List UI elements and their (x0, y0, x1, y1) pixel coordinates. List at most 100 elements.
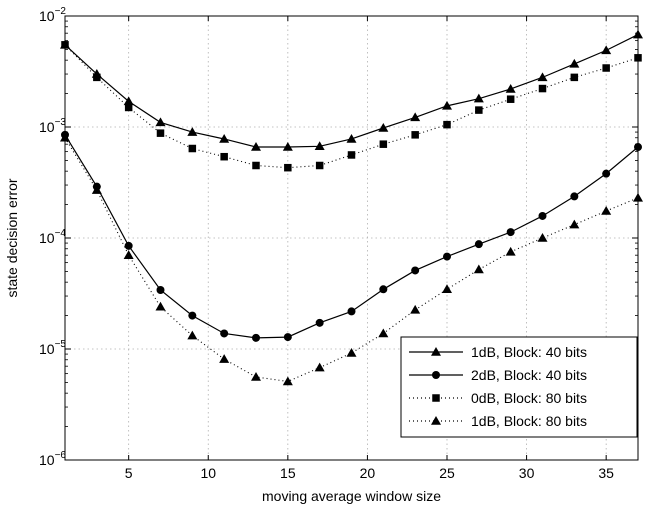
y-tick-exponent: −6 (55, 450, 67, 461)
data-point-triangle (505, 246, 516, 256)
data-point-square (156, 129, 165, 137)
data-point-circle (411, 266, 420, 275)
legend: 1dB, Block: 40 bits 2dB, Block: 40 bits 0d… (400, 336, 638, 438)
data-point-triangle (505, 83, 516, 93)
y-tick-label: 10−5 (39, 339, 66, 357)
data-point-triangle (473, 93, 484, 103)
legend-label: 1dB, Block: 40 bits (471, 344, 587, 360)
legend-entry: 1dB, Block: 80 bits (409, 413, 587, 429)
data-point-square (538, 84, 547, 93)
data-point-square (124, 103, 133, 112)
y-tick-base: 10 (39, 8, 55, 24)
data-point-circle (347, 307, 356, 316)
x-tick-label: 25 (439, 465, 455, 481)
data-point-circle (252, 333, 260, 342)
data-point-square (188, 144, 197, 153)
series-4 (60, 132, 643, 386)
data-point-triangle (251, 371, 261, 381)
data-point-square (443, 120, 451, 129)
y-tick-exponent: −3 (55, 117, 67, 128)
y-tick-label: 10−4 (39, 228, 66, 246)
data-point-circle (188, 311, 197, 320)
data-point-triangle (442, 100, 452, 110)
legend-label: 2dB, Block: 40 bits (471, 367, 587, 383)
data-point-triangle (569, 58, 580, 68)
y-tick-label: 10−2 (39, 6, 66, 24)
data-point-triangle (187, 127, 198, 136)
y-tick-label: 10−3 (39, 117, 66, 135)
y-tick-base: 10 (39, 119, 55, 135)
data-point-circle (124, 241, 133, 250)
data-point-circle (156, 286, 165, 295)
legend-label: 0dB, Block: 80 bits (471, 390, 587, 406)
data-point-square (475, 106, 483, 114)
data-point-circle (432, 371, 440, 379)
data-point-circle (443, 252, 451, 261)
data-point-circle (506, 228, 515, 237)
x-axis-label: moving average window size (262, 488, 441, 504)
data-point-square (315, 161, 324, 170)
legend-entry: 2dB, Block: 40 bits (409, 367, 587, 383)
data-point-triangle (346, 133, 357, 143)
data-point-circle (570, 192, 579, 201)
x-tick-label: 35 (598, 465, 614, 481)
data-point-triangle (431, 347, 441, 356)
data-point-triangle (219, 354, 230, 363)
data-point-square (432, 394, 440, 402)
data-point-square (506, 95, 515, 103)
y-tick-exponent: −2 (55, 6, 67, 17)
y-tick-exponent: −4 (55, 228, 67, 239)
data-point-circle (283, 333, 292, 342)
data-point-triangle (442, 284, 452, 294)
data-point-circle (315, 318, 324, 327)
data-point-triangle (410, 304, 421, 314)
data-point-triangle (537, 233, 548, 242)
data-point-triangle (123, 96, 134, 106)
data-point-circle (474, 240, 483, 249)
data-point-square (252, 161, 260, 170)
data-point-triangle (219, 133, 230, 143)
data-point-triangle (123, 250, 134, 259)
legend-entry: 0dB, Block: 80 bits (409, 390, 587, 406)
data-point-square (347, 151, 356, 159)
x-tick-label: 10 (200, 465, 216, 481)
data-point-triangle (155, 117, 166, 127)
data-point-square (379, 140, 388, 148)
y-tick-label: 10−6 (39, 450, 66, 468)
data-point-square (602, 64, 610, 72)
data-point-triangle (601, 45, 612, 55)
data-point-square (284, 163, 292, 172)
data-point-circle (220, 329, 229, 338)
data-point-triangle (282, 142, 293, 151)
y-tick-base: 10 (39, 230, 55, 246)
data-point-triangle (431, 416, 441, 425)
legend-box (400, 336, 638, 438)
data-point-triangle (91, 185, 102, 194)
y-tick-exponent: −5 (55, 339, 67, 350)
series-2 (61, 130, 642, 342)
y-tick-base: 10 (39, 452, 55, 468)
data-point-square (570, 73, 579, 82)
legend-entry: 1dB, Block: 40 bits (409, 344, 587, 360)
x-tick-label: 5 (125, 465, 133, 481)
data-point-triangle (569, 219, 580, 229)
data-point-triangle (314, 141, 325, 151)
y-axis-label: state decision error (4, 178, 20, 297)
data-point-circle (602, 169, 611, 178)
data-point-circle (538, 211, 547, 220)
data-point-triangle (346, 348, 357, 357)
data-point-triangle (473, 264, 484, 274)
data-point-triangle (378, 328, 389, 338)
data-point-triangle (537, 72, 548, 82)
y-tick-base: 10 (39, 341, 55, 357)
data-point-triangle (187, 330, 198, 340)
data-point-square (220, 152, 228, 161)
data-point-triangle (314, 362, 325, 372)
x-tick-label: 20 (360, 465, 376, 481)
legend-label: 1dB, Block: 80 bits (471, 413, 587, 429)
series-layer (60, 29, 643, 386)
data-point-triangle (601, 206, 612, 215)
